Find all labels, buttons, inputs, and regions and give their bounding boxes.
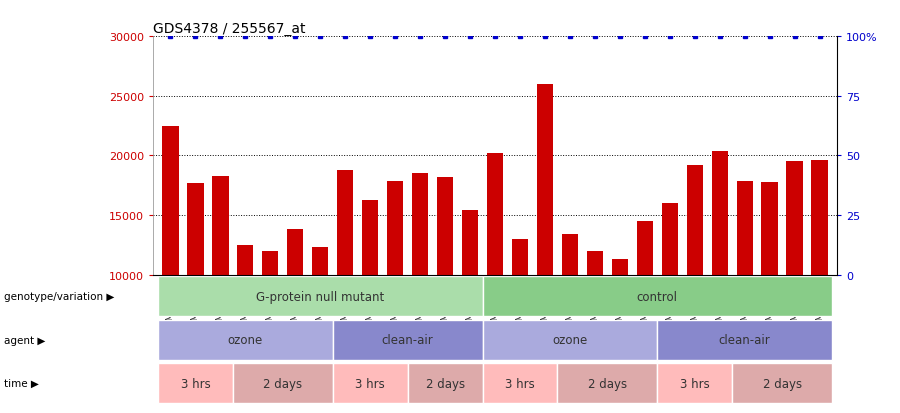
Bar [536,85,553,394]
Bar [437,178,454,394]
Bar [462,211,478,394]
Bar [162,126,178,394]
Text: 2 days: 2 days [588,377,627,389]
Bar [338,170,354,394]
Bar [512,239,528,394]
Text: 3 hrs: 3 hrs [505,377,535,389]
Bar [233,363,333,403]
Bar [482,320,657,360]
Text: clean-air: clean-air [719,333,770,347]
Bar [333,363,408,403]
Bar [562,235,578,394]
Bar [412,174,428,394]
Text: time ▶: time ▶ [4,378,40,388]
Bar [787,162,803,394]
Bar [712,151,728,394]
Bar [612,259,628,394]
Bar [238,245,254,394]
Text: 3 hrs: 3 hrs [181,377,211,389]
Text: control: control [637,290,678,303]
Bar [482,363,557,403]
Bar [158,320,333,360]
Bar [812,161,828,394]
Text: 2 days: 2 days [263,377,302,389]
Bar [387,181,403,394]
Bar [733,363,832,403]
Bar [158,363,233,403]
Text: G-protein null mutant: G-protein null mutant [256,290,384,303]
Bar [657,320,832,360]
Bar [487,154,503,394]
Bar [636,221,652,394]
Text: 3 hrs: 3 hrs [680,377,709,389]
Bar [262,251,278,394]
Bar [408,363,482,403]
Text: GDS4378 / 255567_at: GDS4378 / 255567_at [153,22,305,36]
Text: clean-air: clean-air [382,333,434,347]
Bar [362,200,378,394]
Bar [761,182,778,394]
Text: 2 days: 2 days [426,377,464,389]
Text: ozone: ozone [228,333,263,347]
Bar [212,176,229,394]
Bar [312,248,328,394]
Text: agent ▶: agent ▶ [4,335,46,345]
Text: ozone: ozone [553,333,588,347]
Bar [662,204,678,394]
Bar [657,363,733,403]
Text: 2 days: 2 days [762,377,802,389]
Bar [287,230,303,394]
Bar [187,183,203,394]
Text: genotype/variation ▶: genotype/variation ▶ [4,292,115,301]
Bar [587,251,603,394]
Bar [557,363,657,403]
Bar [736,181,752,394]
Bar [482,277,832,316]
Bar [158,277,482,316]
Bar [687,166,703,394]
Bar [333,320,482,360]
Text: 3 hrs: 3 hrs [356,377,385,389]
